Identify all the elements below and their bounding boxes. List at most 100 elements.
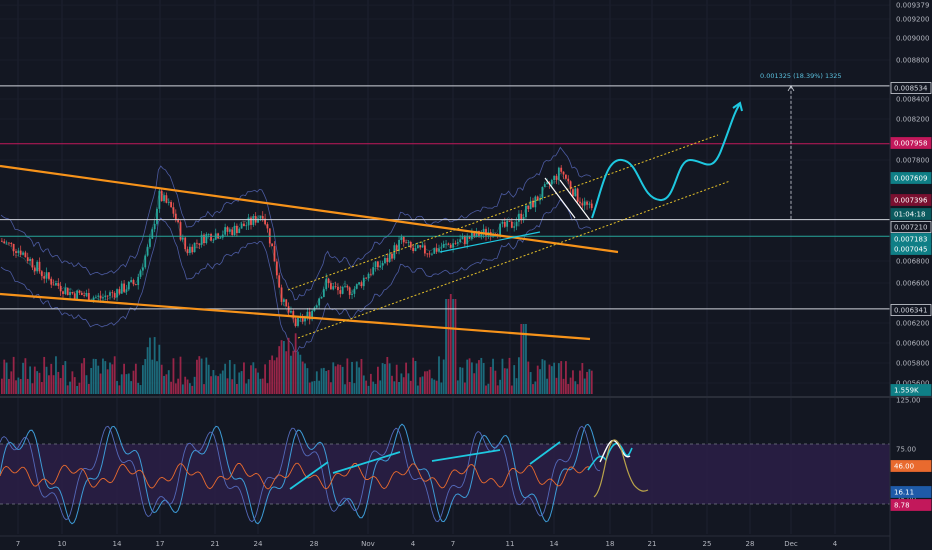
volume-bar — [569, 377, 572, 394]
projection-arrow-head[interactable] — [732, 101, 743, 112]
volume-bar — [311, 381, 313, 394]
candle-body — [158, 190, 161, 209]
volume-bar — [113, 356, 116, 394]
candle-body — [412, 247, 415, 252]
time-tick-label: Nov — [361, 540, 375, 548]
volume-bar — [386, 356, 389, 394]
volume-bar — [221, 370, 224, 394]
volume-bar — [313, 381, 316, 394]
time-tick-label: 4 — [833, 540, 838, 548]
volume-bar — [492, 358, 494, 394]
volume-bar — [475, 363, 478, 394]
volume-bar — [118, 385, 121, 394]
projection-path[interactable] — [591, 103, 741, 219]
candle-body — [275, 261, 278, 276]
flag-line-a[interactable] — [544, 177, 576, 219]
volume-bar — [463, 382, 466, 394]
volume-bar — [402, 377, 405, 394]
volume-bar — [353, 383, 356, 394]
candle-body — [306, 311, 309, 317]
candle-body — [445, 243, 447, 245]
volume-bar — [12, 356, 15, 394]
candle-body — [341, 286, 344, 294]
time-tick-label: 18 — [606, 540, 615, 548]
volume-bar — [445, 299, 447, 394]
volume-bar — [95, 359, 97, 394]
candle-body — [22, 252, 24, 255]
rsi-line — [0, 462, 591, 490]
candle-body — [421, 245, 424, 248]
candle-body — [536, 196, 539, 201]
support-line[interactable] — [439, 231, 541, 253]
stoch-rsi-lines — [0, 423, 890, 525]
rsi-projection-blue[interactable] — [587, 442, 633, 471]
candle-body — [123, 283, 125, 292]
candle-body — [546, 182, 548, 185]
candle-body — [583, 201, 586, 206]
candle-body — [10, 242, 13, 244]
volume-bar — [553, 362, 556, 394]
candle-body — [301, 317, 304, 322]
time-tick-label: 7 — [451, 540, 455, 548]
volume-bar — [52, 375, 55, 394]
rsi-trendline[interactable] — [332, 451, 401, 474]
flag-line-b[interactable] — [559, 179, 591, 221]
candle-body — [130, 280, 133, 282]
candle-body — [348, 287, 351, 295]
volume-bar — [308, 382, 311, 394]
volume-bar — [71, 371, 74, 394]
candle-body — [419, 245, 422, 248]
candle-body — [1, 240, 3, 242]
price-tag-box — [890, 221, 932, 233]
candle-body — [80, 292, 83, 296]
descending-trendline-upper[interactable] — [0, 164, 619, 254]
rsi-zone — [0, 444, 890, 504]
candle-body — [66, 287, 69, 296]
candle-body — [428, 253, 431, 255]
drawings — [0, 85, 795, 341]
channel-lower[interactable] — [297, 180, 731, 339]
volume-bar — [170, 381, 172, 394]
rsi-projection-white[interactable] — [599, 439, 631, 463]
candle-body — [475, 230, 478, 237]
volume-bar — [419, 377, 422, 394]
candle-body — [539, 197, 541, 201]
candle-body — [57, 283, 60, 286]
volume-bar — [17, 377, 20, 394]
volume-bar — [574, 381, 577, 394]
volume-bar — [62, 365, 64, 394]
rsi-tag-box — [890, 460, 932, 472]
candle-body — [160, 190, 163, 202]
price-tick-label: 0.009200 — [896, 16, 929, 24]
candle-body — [576, 188, 579, 202]
rsi-projection-gold[interactable] — [593, 439, 649, 498]
channel-upper[interactable] — [287, 134, 719, 291]
rsi-trendline[interactable] — [529, 441, 561, 465]
candle-body — [71, 292, 74, 294]
volume-bar — [59, 378, 62, 394]
rsi-tag: 8.78 — [894, 502, 910, 510]
candle-body — [409, 242, 412, 248]
time-tick-label: 10 — [58, 540, 67, 548]
candle-body — [45, 272, 48, 279]
rsi-tag-box — [890, 486, 932, 498]
volume-bar — [499, 379, 501, 394]
volume-bar — [435, 380, 438, 394]
descending-trendline-lower[interactable] — [0, 292, 591, 341]
rsi-trendline[interactable] — [431, 449, 501, 462]
candle-body — [485, 228, 487, 236]
volume-bar — [66, 385, 69, 394]
candle-body — [15, 251, 17, 254]
rsi-trendline[interactable] — [289, 461, 329, 490]
volume-bar — [391, 375, 393, 394]
candle-body — [238, 228, 241, 234]
candle-body — [515, 221, 518, 227]
candle-body — [377, 261, 379, 268]
volume-bar — [412, 357, 415, 394]
volume-bar — [285, 351, 288, 394]
candle-body — [43, 276, 46, 279]
volume-bar — [407, 373, 410, 394]
candle-body — [257, 218, 259, 223]
candle-body — [64, 287, 67, 294]
candle-body — [33, 267, 36, 272]
